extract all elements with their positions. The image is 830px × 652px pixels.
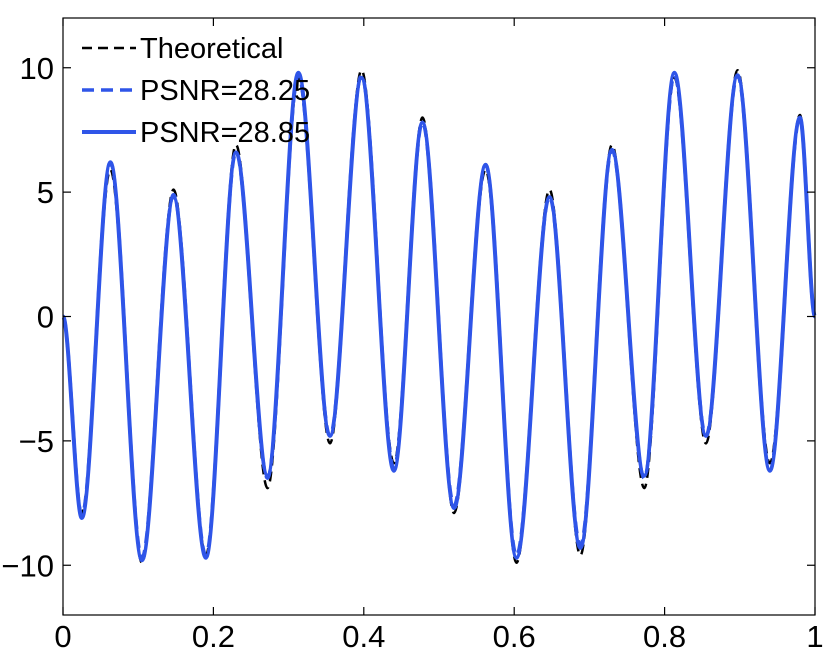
y-tick-label: 5 [37,175,54,210]
series-layer [61,68,817,565]
legend-label-3: PSNR=28.85 [140,117,310,149]
legend-label-2: PSNR=28.25 [140,75,310,107]
x-tick-label: 0.4 [342,619,385,652]
y-tick-label: −5 [19,424,54,459]
x-tick-label: 0.6 [493,619,536,652]
x-tick-label: 1 [806,619,823,652]
tick-layer: 0 0.2 0.4 0.6 0.8 1 −10 −5 0 5 10 [1,18,824,652]
y-tick-label: −10 [1,548,54,583]
y-tick-label: 0 [37,300,54,335]
legend-label-1: Theoretical [140,33,283,65]
x-tick-label: 0.2 [192,619,235,652]
series-line-3 [61,70,817,563]
y-tick-label: 10 [20,51,54,86]
x-tick-label: 0.8 [643,619,686,652]
legend: Theoretical PSNR=28.25 PSNR=28.85 [82,33,310,149]
x-tick-label: 0 [54,619,71,652]
